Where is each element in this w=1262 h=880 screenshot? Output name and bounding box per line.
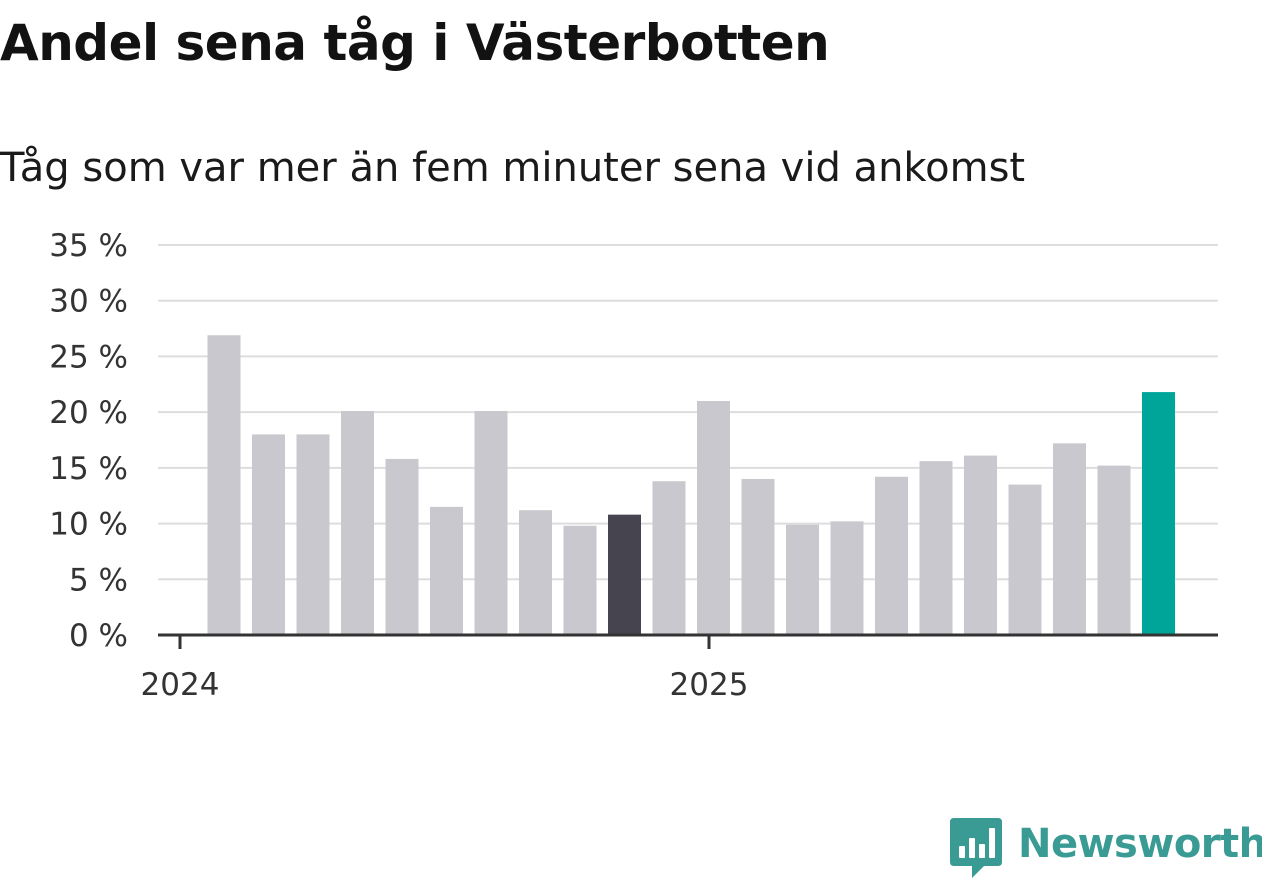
y-axis-ticks: 0 % 5 % 10 % 15 % 20 % 25 % 30 % 35 % (49, 228, 128, 654)
bar (919, 461, 953, 635)
bar (741, 479, 775, 635)
bar (563, 525, 597, 635)
bar (1053, 443, 1086, 635)
bar (519, 510, 552, 635)
bar (830, 521, 864, 635)
chart-subtitle: Tåg som var mer än fem minuter sena vid … (0, 145, 1026, 191)
brand-name: Newsworthy (1018, 821, 1262, 867)
bar (474, 411, 508, 635)
bar (385, 458, 419, 635)
bar (207, 335, 241, 635)
bar (252, 434, 285, 635)
newsworthy-logo-icon (950, 818, 1002, 878)
bar (652, 481, 686, 635)
x-tick-label: 2024 (141, 667, 220, 703)
bar (430, 506, 463, 635)
chart-title: Andel sena tåg i Västerbotten (0, 14, 830, 72)
bar (1142, 392, 1175, 635)
bar (608, 514, 641, 635)
y-tick-label: 25 % (49, 339, 128, 375)
y-tick-label: 35 % (49, 228, 128, 264)
y-tick-label: 10 % (49, 507, 128, 543)
x-axis: 2024 2025 (141, 633, 1218, 703)
y-tick-label: 5 % (69, 562, 128, 598)
y-tick-label: 15 % (49, 451, 128, 487)
bar (341, 411, 374, 635)
y-tick-label: 0 % (69, 618, 128, 654)
gridlines (158, 244, 1218, 581)
bar (1097, 465, 1131, 635)
bar (786, 524, 819, 635)
bar (296, 434, 330, 635)
bar (697, 401, 730, 635)
bar (875, 476, 908, 635)
y-tick-label: 30 % (49, 284, 128, 320)
bar (964, 455, 997, 635)
bar (1008, 484, 1042, 635)
bar-chart: 0 % 5 % 10 % 15 % 20 % 25 % 30 % 35 % 2024 2025 (49, 228, 1218, 703)
bars (207, 335, 1175, 635)
x-tick-label: 2025 (670, 667, 749, 703)
y-tick-label: 20 % (49, 395, 128, 431)
